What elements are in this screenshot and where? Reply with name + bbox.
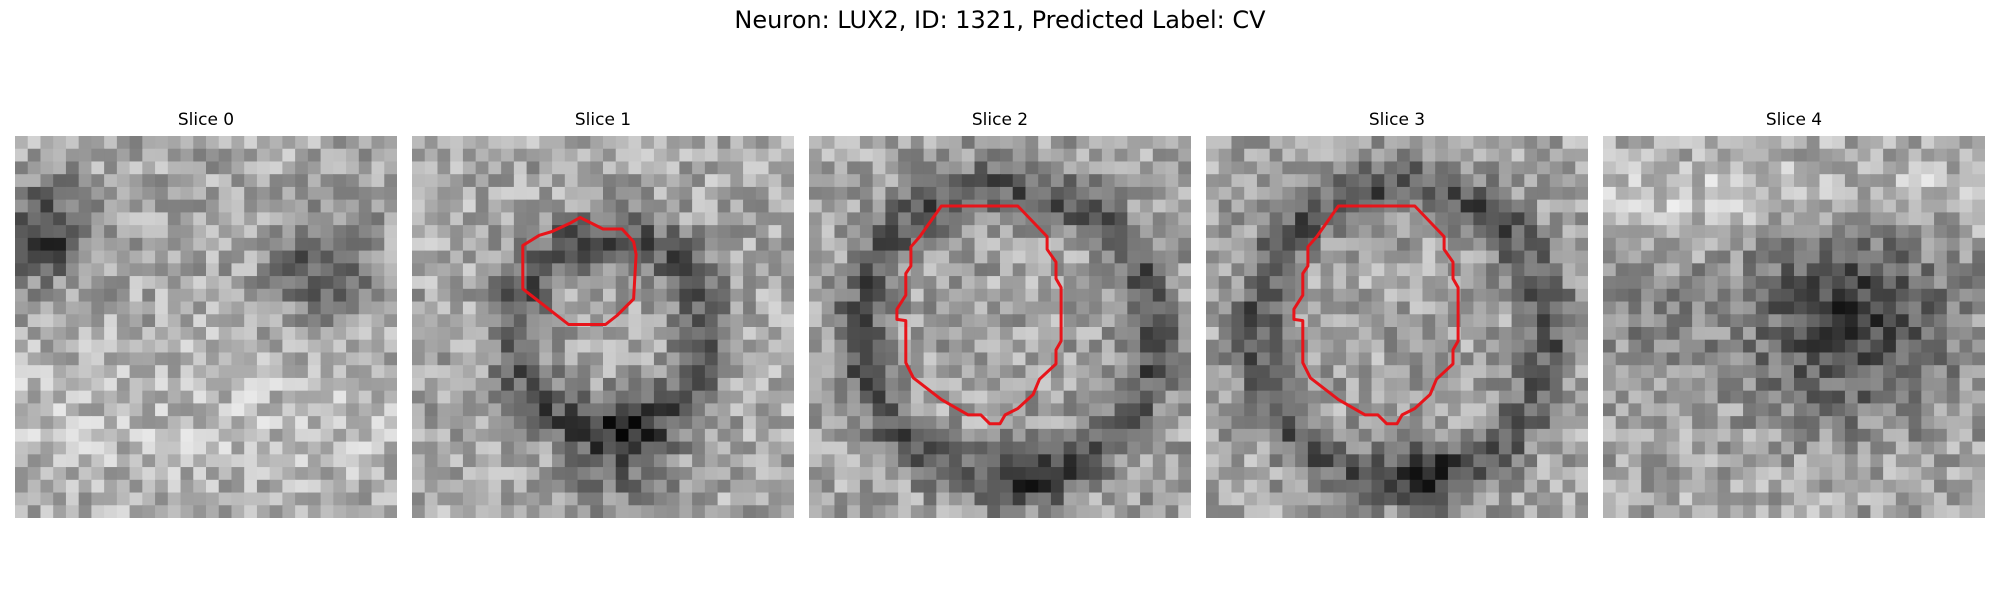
slice-image [809, 136, 1191, 518]
slice-image [1206, 136, 1588, 518]
slice-image [412, 136, 794, 518]
figure-title: Neuron: LUX2, ID: 1321, Predicted Label:… [734, 6, 1266, 34]
slice-panel-1: Slice 1 [412, 108, 794, 518]
slice-title: Slice 1 [574, 110, 632, 130]
segmentation-contour [1292, 204, 1460, 426]
slice-image [1603, 136, 1985, 518]
slice-image [15, 136, 397, 518]
slice-panel-2: Slice 2 [809, 108, 1191, 518]
slice-title: Slice 3 [1368, 110, 1426, 130]
segmentation-contour [895, 204, 1063, 426]
slice-panel-0: Slice 0 [15, 108, 397, 518]
slice-title: Slice 2 [971, 110, 1029, 130]
segmentation-contour [521, 216, 638, 326]
slice-panel-3: Slice 3 [1206, 108, 1588, 518]
slice-title: Slice 0 [177, 110, 235, 130]
slice-title: Slice 4 [1765, 110, 1823, 130]
slice-panel-4: Slice 4 [1603, 108, 1985, 518]
